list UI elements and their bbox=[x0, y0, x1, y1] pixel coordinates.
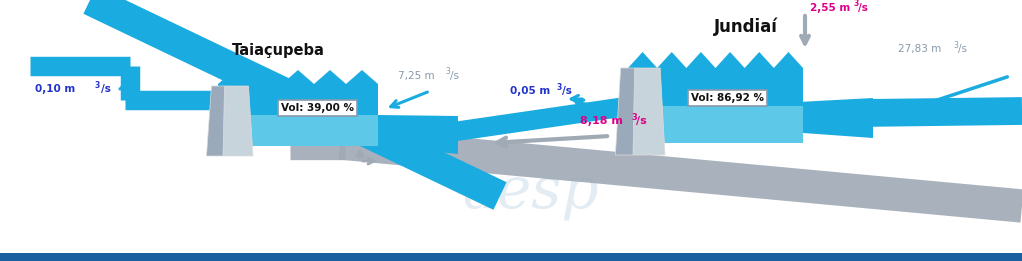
Polygon shape bbox=[628, 68, 803, 143]
Text: 7,25 m: 7,25 m bbox=[398, 71, 434, 81]
Polygon shape bbox=[615, 68, 635, 155]
Polygon shape bbox=[378, 115, 458, 154]
Text: Vol: 39,00 %: Vol: 39,00 % bbox=[281, 103, 354, 113]
Text: 8,18 m: 8,18 m bbox=[580, 116, 622, 126]
Text: /s: /s bbox=[450, 71, 459, 81]
Text: 0,10 m: 0,10 m bbox=[35, 84, 76, 94]
Polygon shape bbox=[223, 86, 253, 156]
Polygon shape bbox=[803, 98, 873, 138]
Text: 2,55 m: 2,55 m bbox=[810, 3, 850, 13]
Text: /s: /s bbox=[636, 116, 647, 126]
Text: Taiaçupeba: Taiaçupeba bbox=[232, 43, 325, 58]
Text: /s: /s bbox=[562, 86, 572, 96]
Text: 3: 3 bbox=[631, 112, 637, 122]
Polygon shape bbox=[628, 52, 803, 68]
Text: aesp: aesp bbox=[462, 165, 598, 221]
FancyBboxPatch shape bbox=[0, 253, 1022, 261]
Polygon shape bbox=[218, 115, 378, 146]
Text: 3: 3 bbox=[854, 0, 860, 9]
Text: /s: /s bbox=[101, 84, 110, 94]
Text: 27,83 m: 27,83 m bbox=[898, 44, 941, 54]
Text: Vol: 86,92 %: Vol: 86,92 % bbox=[691, 93, 764, 103]
Text: 3: 3 bbox=[95, 80, 100, 90]
Text: 3: 3 bbox=[557, 82, 562, 92]
Text: /s: /s bbox=[958, 44, 967, 54]
Text: 3: 3 bbox=[445, 68, 450, 76]
Polygon shape bbox=[633, 68, 665, 155]
Text: Jundiaí: Jundiaí bbox=[713, 17, 778, 36]
Text: 0,05 m: 0,05 m bbox=[510, 86, 550, 96]
Polygon shape bbox=[218, 84, 378, 146]
Polygon shape bbox=[218, 70, 378, 84]
Polygon shape bbox=[206, 86, 225, 156]
Text: /s: /s bbox=[858, 3, 868, 13]
Polygon shape bbox=[628, 105, 803, 143]
Text: 3: 3 bbox=[953, 40, 958, 50]
